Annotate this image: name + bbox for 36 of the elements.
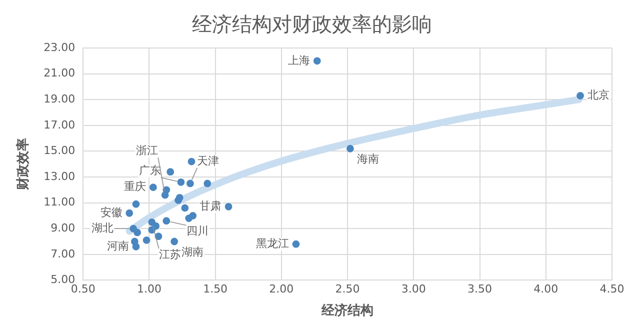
y-tick-label: 17.00 — [44, 118, 76, 132]
y-tick-label: 11.00 — [44, 196, 76, 209]
y-tick-label: 21.00 — [44, 66, 76, 80]
x-axis-title: 经济结构 — [320, 302, 374, 319]
y-axis-title: 财政效率 — [15, 138, 32, 192]
annotation: 四川 — [186, 224, 208, 238]
x-tick-label: 1.50 — [203, 282, 228, 296]
annotation: 天津 — [197, 154, 220, 168]
annotation: 河南 — [106, 240, 129, 253]
annotation: 上海 — [288, 54, 310, 67]
y-tick-label: 19.00 — [44, 92, 76, 106]
x-tick-label: 2.50 — [335, 282, 360, 296]
annotation: 江苏 — [158, 248, 181, 262]
y-tick-label: 9.00 — [50, 221, 76, 234]
annotation: 甘肃 — [200, 200, 222, 213]
x-tick-label: 3.00 — [401, 282, 426, 296]
x-tick-label: 4.00 — [534, 282, 558, 296]
annotation: 湖北 — [91, 221, 114, 234]
annotation: 北京 — [587, 88, 610, 102]
y-tick-label: 13.00 — [44, 170, 76, 183]
x-tick-label: 4.50 — [600, 282, 624, 296]
x-tick-label: 3.50 — [468, 282, 492, 296]
y-tick-label: 7.00 — [50, 247, 76, 260]
y-tick-label: 23.00 — [44, 40, 76, 54]
x-tick-label: 2.00 — [269, 282, 294, 296]
annotation: 黑龙江 — [256, 236, 289, 250]
annotation: 重庆 — [124, 180, 146, 194]
annotation: 安徽 — [100, 206, 122, 219]
x-tick-label: 1.00 — [136, 282, 162, 296]
x-tick-label: 0.50 — [70, 282, 96, 296]
y-tick-label: 15.00 — [44, 144, 76, 158]
annotation: 广东 — [138, 164, 161, 178]
chart-title: 经济结构对财政效率的影响 — [192, 12, 432, 36]
annotation: 浙江 — [136, 144, 158, 157]
annotation: 湖南 — [181, 245, 204, 258]
annotation: 海南 — [357, 152, 380, 166]
